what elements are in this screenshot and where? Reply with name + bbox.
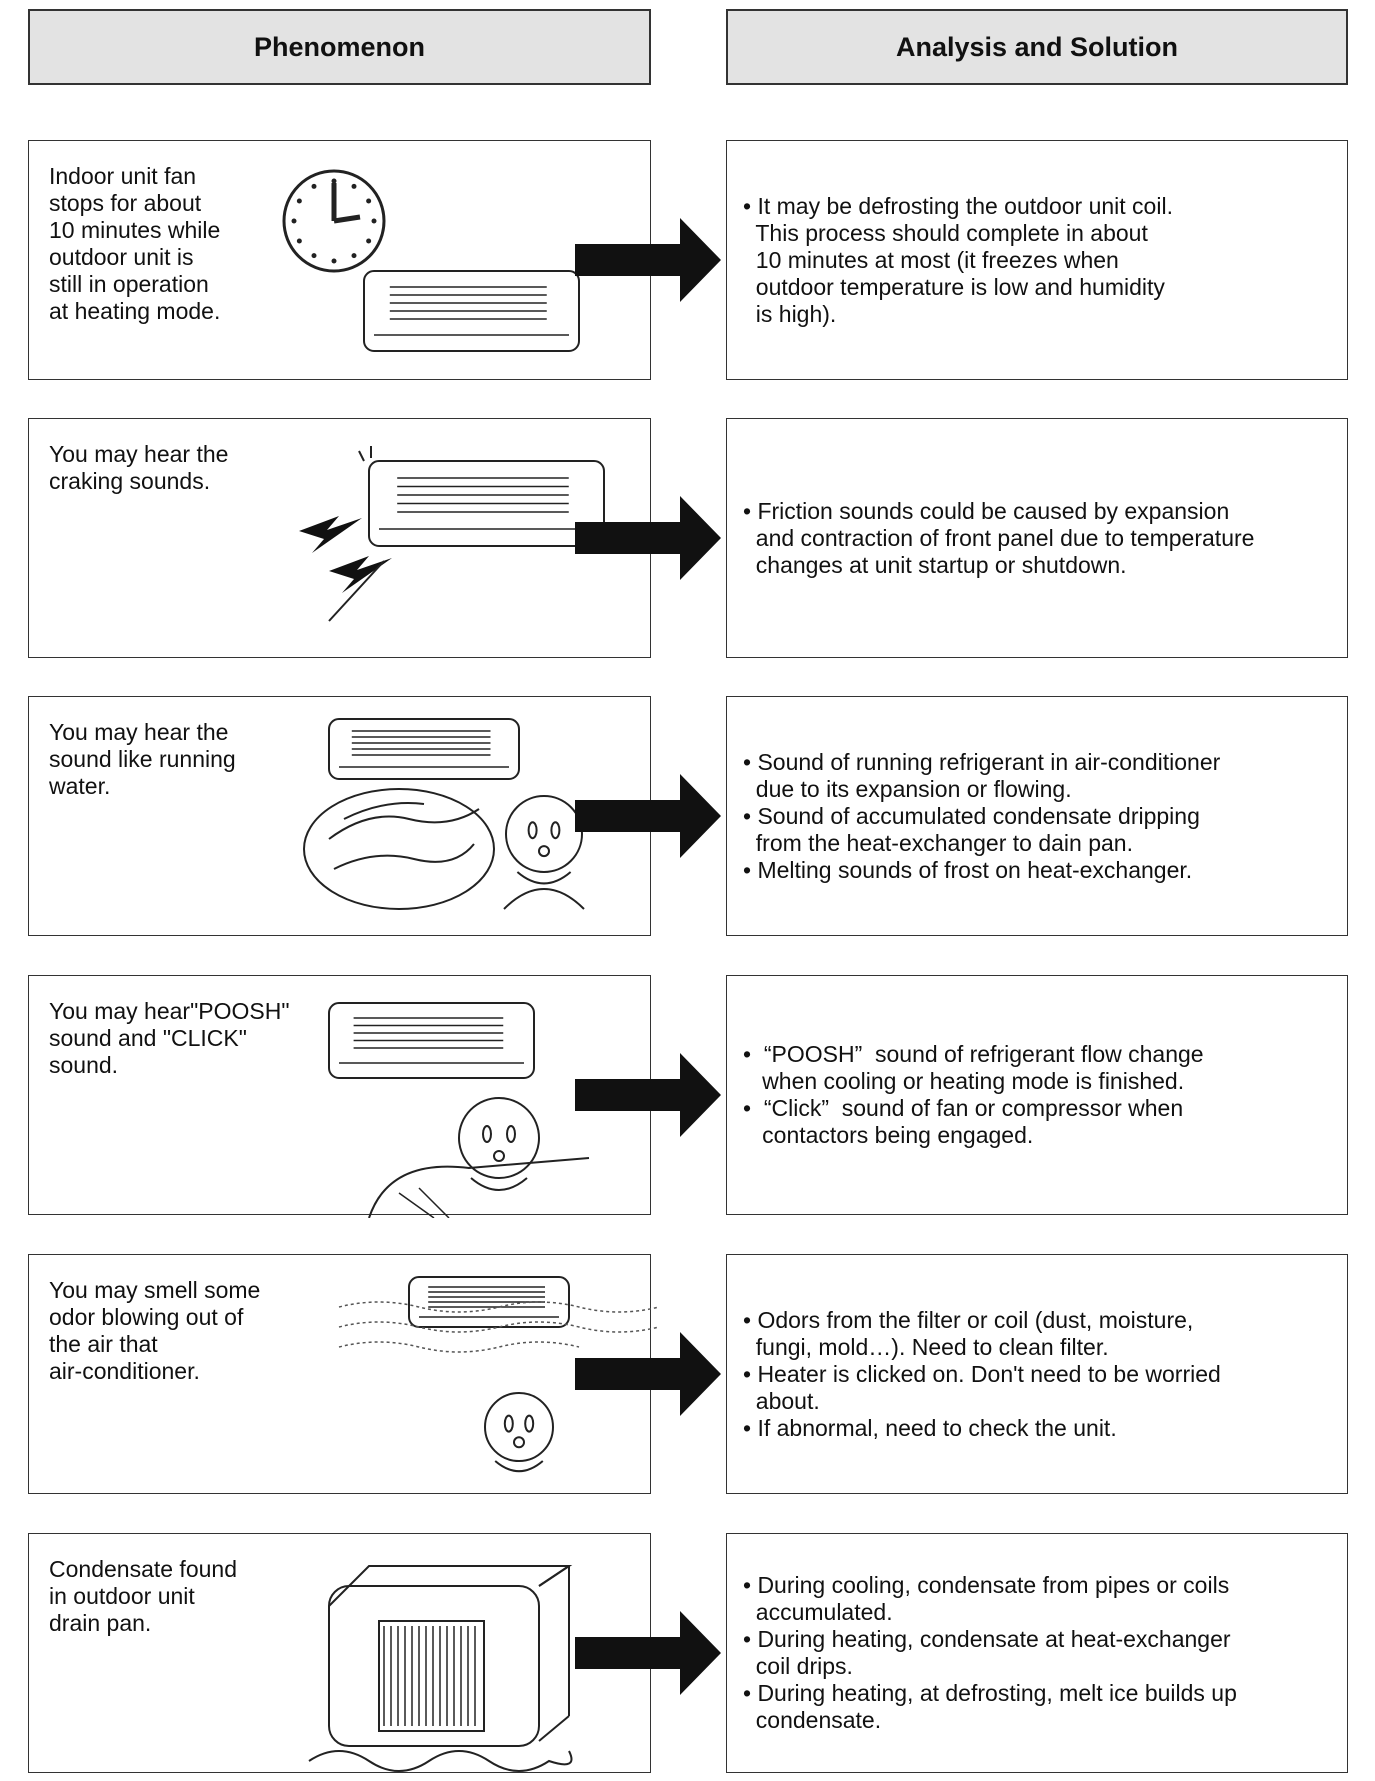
text-line: from the heat-exchanger to dain pan. [743, 829, 1133, 856]
arrow [575, 496, 723, 585]
solution-box: • It may be defrosting the outdoor unit … [726, 140, 1348, 380]
phenomenon-box: You may smell some odor blowing out of the… [28, 1254, 660, 1494]
text-line: sound like running [49, 746, 236, 772]
text-line: fungi, mold…). Need to clean filter. [743, 1333, 1109, 1360]
text-line: You may hear"POOSH" [49, 998, 290, 1024]
solution-box: • “POOSH” sound of refrigerant flow chan… [726, 975, 1348, 1215]
illustration [264, 161, 594, 366]
phenomenon-box: Condensate found in outdoor unit drain pan… [28, 1533, 651, 1773]
text-line: drain pan. [49, 1610, 152, 1636]
arrow [575, 1611, 723, 1700]
text-line: • During heating, condensate at heat-exc… [743, 1626, 1231, 1652]
phenomenon-text: You may smell some odor blowing out of the… [49, 1277, 260, 1385]
illustration [329, 1267, 660, 1482]
text-line: This process should complete in about [743, 219, 1148, 246]
phenomenon-text: You may hear the craking sounds. [49, 441, 228, 495]
text-line: craking sounds. [49, 468, 211, 494]
text-line: water. [49, 773, 111, 799]
text-line: • “POOSH” sound of refrigerant flow chan… [743, 1041, 1204, 1067]
phenomenon-text: You may hear the sound like running water. [49, 719, 236, 800]
text-line: coil drips. [743, 1653, 853, 1679]
phenomenon-box: You may hear the sound like running water. [28, 696, 651, 936]
text-line: is high). [743, 300, 837, 327]
text-line: • Heater is clicked on. Don't need to be… [743, 1360, 1221, 1387]
arrow [575, 1332, 723, 1421]
text-line: • During cooling, condensate from pipes … [743, 1572, 1230, 1598]
arrow [575, 218, 723, 307]
arrow [575, 1053, 723, 1142]
text-line: You may hear the [49, 441, 229, 467]
text-line: and contraction of front panel due to te… [743, 524, 1255, 551]
solution-text: • Odors from the filter or coil (dust, m… [743, 1255, 1341, 1493]
text-line: stops for about [49, 190, 202, 216]
text-line: still in operation [49, 271, 209, 297]
text-line: due to its expansion or flowing. [743, 775, 1072, 802]
solution-text: • Sound of running refrigerant in air-co… [743, 697, 1341, 935]
phenomenon-text: Condensate found in outdoor unit drain pan… [49, 1556, 237, 1637]
text-line: about. [743, 1387, 820, 1414]
text-line: • If abnormal, need to check the unit. [743, 1414, 1117, 1441]
text-line: You may smell some [49, 1277, 261, 1303]
header-left: Phenomenon [28, 9, 651, 85]
text-line: 10 minutes while [49, 217, 221, 243]
text-line: outdoor unit is [49, 244, 194, 270]
text-line: You may hear the [49, 719, 229, 745]
solution-text: • “POOSH” sound of refrigerant flow chan… [743, 976, 1341, 1214]
illustration [289, 1546, 619, 1781]
arrow [575, 774, 723, 863]
text-line: • Melting sounds of frost on heat-exchan… [743, 856, 1193, 883]
text-line: • Odors from the filter or coil (dust, m… [743, 1306, 1194, 1333]
illustration [269, 988, 599, 1223]
text-line: changes at unit startup or shutdown. [743, 551, 1127, 578]
text-line: contactors being engaged. [743, 1122, 1034, 1148]
text-line: • It may be defrosting the outdoor unit … [743, 192, 1173, 219]
text-line: in outdoor unit [49, 1583, 195, 1609]
text-line: 10 minutes at most (it freezes when [743, 246, 1119, 273]
solution-box: • Odors from the filter or coil (dust, m… [726, 1254, 1348, 1494]
text-line: sound. [49, 1052, 119, 1078]
text-line: odor blowing out of [49, 1304, 244, 1330]
illustration [289, 709, 619, 924]
text-line: at heating mode. [49, 298, 221, 324]
phenomenon-box: You may hear"POOSH" sound and "CLICK" soun… [28, 975, 651, 1219]
text-line: Condensate found [49, 1556, 237, 1582]
phenomenon-text: Indoor unit fan stops for about 10 minutes… [49, 163, 220, 325]
text-line: • “Click” sound of fan or compressor whe… [743, 1095, 1184, 1121]
illustration [289, 431, 619, 636]
text-line: air-conditioner. [49, 1358, 200, 1384]
text-line: condensate. [743, 1707, 882, 1733]
phenomenon-box: Indoor unit fan stops for about 10 minutes… [28, 140, 651, 380]
text-line: Indoor unit fan [49, 163, 197, 189]
text-line: when cooling or heating mode is finished… [743, 1068, 1185, 1094]
solution-box: • Friction sounds could be caused by exp… [726, 418, 1348, 658]
text-line: accumulated. [743, 1599, 893, 1625]
solution-text: • During cooling, condensate from pipes … [743, 1534, 1341, 1772]
solution-box: • During cooling, condensate from pipes … [726, 1533, 1348, 1773]
text-line: the air that [49, 1331, 158, 1357]
phenomenon-text: You may hear"POOSH" sound and "CLICK" soun… [49, 998, 289, 1079]
text-line: outdoor temperature is low and humidity [743, 273, 1165, 300]
phenomenon-box: You may hear the craking sounds. [28, 418, 651, 658]
solution-text: • It may be defrosting the outdoor unit … [743, 141, 1341, 379]
text-line: • Sound of accumulated condensate drippi… [743, 802, 1200, 829]
solution-box: • Sound of running refrigerant in air-co… [726, 696, 1348, 936]
text-line: • Friction sounds could be caused by exp… [743, 497, 1230, 524]
text-line: sound and "CLICK" [49, 1025, 247, 1051]
text-line: • Sound of running refrigerant in air-co… [743, 748, 1221, 775]
solution-text: • Friction sounds could be caused by exp… [743, 419, 1341, 657]
text-line: • During heating, at defrosting, melt ic… [743, 1680, 1237, 1706]
header-right: Analysis and Solution [726, 9, 1348, 85]
